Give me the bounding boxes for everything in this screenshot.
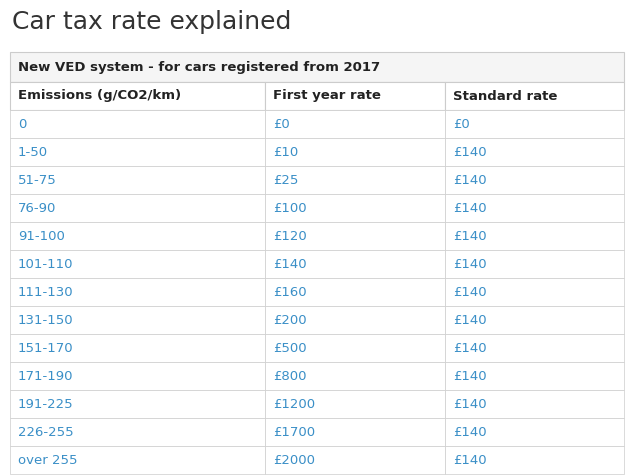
Bar — [445, 82, 624, 110]
Text: £140: £140 — [453, 370, 487, 382]
Text: 91-100: 91-100 — [18, 229, 65, 243]
Text: Car tax rate explained: Car tax rate explained — [12, 10, 292, 34]
Text: £0: £0 — [453, 117, 470, 131]
Bar — [445, 362, 624, 390]
Text: £140: £140 — [453, 201, 487, 215]
Text: £140: £140 — [453, 285, 487, 298]
Text: £140: £140 — [453, 145, 487, 159]
Text: £100: £100 — [273, 201, 307, 215]
Bar — [265, 362, 445, 390]
Bar — [265, 222, 445, 250]
Bar — [10, 52, 624, 82]
Bar — [445, 250, 624, 278]
Bar — [10, 390, 265, 418]
Bar — [265, 306, 445, 334]
Text: £0: £0 — [273, 117, 290, 131]
Bar — [265, 110, 445, 138]
Bar — [265, 390, 445, 418]
Bar — [265, 250, 445, 278]
Bar — [10, 250, 265, 278]
Bar — [10, 278, 265, 306]
Text: £140: £140 — [453, 173, 487, 187]
Bar — [445, 138, 624, 166]
Bar — [445, 306, 624, 334]
Text: 0: 0 — [18, 117, 27, 131]
Text: £200: £200 — [273, 314, 307, 326]
Bar — [10, 166, 265, 194]
Text: 151-170: 151-170 — [18, 342, 74, 354]
Bar — [445, 446, 624, 474]
Bar — [445, 334, 624, 362]
Bar — [265, 418, 445, 446]
Text: £2000: £2000 — [273, 454, 315, 466]
Text: 101-110: 101-110 — [18, 257, 74, 270]
Bar — [445, 222, 624, 250]
Text: Emissions (g/CO2/km): Emissions (g/CO2/km) — [18, 89, 181, 103]
Bar — [265, 334, 445, 362]
Text: £140: £140 — [453, 454, 487, 466]
Bar — [445, 110, 624, 138]
Text: First year rate: First year rate — [273, 89, 381, 103]
Bar — [445, 166, 624, 194]
Bar — [265, 82, 445, 110]
Text: over 255: over 255 — [18, 454, 77, 466]
Text: 51-75: 51-75 — [18, 173, 57, 187]
Text: 171-190: 171-190 — [18, 370, 74, 382]
Text: £25: £25 — [273, 173, 299, 187]
Text: £140: £140 — [453, 342, 487, 354]
Text: £160: £160 — [273, 285, 307, 298]
Bar — [445, 418, 624, 446]
Bar — [265, 278, 445, 306]
Text: £140: £140 — [453, 426, 487, 438]
Text: £140: £140 — [453, 398, 487, 410]
Bar — [445, 390, 624, 418]
Bar — [445, 194, 624, 222]
Text: £140: £140 — [273, 257, 307, 270]
Text: 226-255: 226-255 — [18, 426, 74, 438]
Bar — [265, 446, 445, 474]
Text: £140: £140 — [453, 314, 487, 326]
Bar — [10, 194, 265, 222]
Text: 1-50: 1-50 — [18, 145, 48, 159]
Bar — [265, 138, 445, 166]
Bar — [265, 194, 445, 222]
Bar — [10, 110, 265, 138]
Text: £500: £500 — [273, 342, 307, 354]
Text: £1200: £1200 — [273, 398, 315, 410]
Text: 191-225: 191-225 — [18, 398, 74, 410]
Text: £140: £140 — [453, 257, 487, 270]
Text: 111-130: 111-130 — [18, 285, 74, 298]
Text: 76-90: 76-90 — [18, 201, 56, 215]
Bar — [10, 446, 265, 474]
Text: £120: £120 — [273, 229, 307, 243]
Text: £800: £800 — [273, 370, 306, 382]
Text: 131-150: 131-150 — [18, 314, 74, 326]
Bar — [10, 362, 265, 390]
Text: Standard rate: Standard rate — [453, 89, 557, 103]
Bar — [445, 278, 624, 306]
Text: New VED system - for cars registered from 2017: New VED system - for cars registered fro… — [18, 60, 380, 74]
Bar — [10, 334, 265, 362]
Bar — [10, 138, 265, 166]
Bar — [10, 222, 265, 250]
Text: £1700: £1700 — [273, 426, 315, 438]
Bar — [10, 82, 265, 110]
Bar — [10, 418, 265, 446]
Bar — [10, 306, 265, 334]
Bar — [265, 166, 445, 194]
Text: £10: £10 — [273, 145, 298, 159]
Text: £140: £140 — [453, 229, 487, 243]
